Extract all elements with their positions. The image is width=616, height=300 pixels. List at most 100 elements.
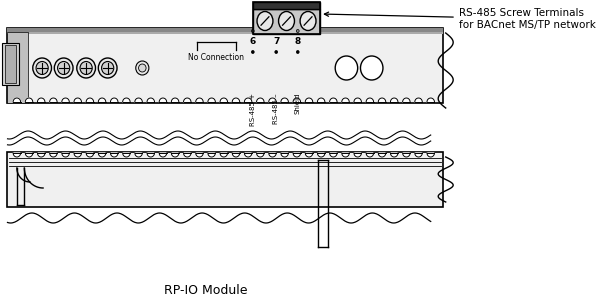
Polygon shape [342,98,349,102]
Text: RS-485 +: RS-485 + [250,93,256,126]
Bar [7,152,443,207]
Polygon shape [427,98,434,102]
Polygon shape [317,98,325,102]
Polygon shape [232,98,240,102]
Polygon shape [220,153,227,157]
Circle shape [296,29,299,32]
Polygon shape [99,98,106,102]
Polygon shape [415,153,423,157]
Polygon shape [378,153,386,157]
Polygon shape [245,153,252,157]
Polygon shape [208,153,216,157]
Polygon shape [403,153,410,157]
Circle shape [77,58,95,78]
Circle shape [80,61,92,74]
Circle shape [251,50,254,53]
Polygon shape [159,98,167,102]
Polygon shape [269,98,276,102]
Polygon shape [256,153,264,157]
Polygon shape [25,98,33,102]
Polygon shape [38,98,45,102]
Circle shape [275,50,278,53]
Text: RS-485 Screw Terminals
for BACnet MS/TP network: RS-485 Screw Terminals for BACnet MS/TP … [325,8,596,30]
Bar [7,32,28,103]
Polygon shape [62,98,69,102]
Polygon shape [245,98,252,102]
Polygon shape [391,153,398,157]
Polygon shape [293,98,301,102]
Polygon shape [281,98,288,102]
Bar [2,43,18,85]
Polygon shape [38,153,45,157]
Bar [5,45,16,83]
Polygon shape [403,98,410,102]
Ellipse shape [257,11,273,31]
Polygon shape [256,98,264,102]
Circle shape [136,61,149,75]
Ellipse shape [278,11,294,31]
Polygon shape [306,153,313,157]
Circle shape [360,56,383,80]
Polygon shape [306,98,313,102]
Bar [7,32,443,34]
Polygon shape [232,153,240,157]
Polygon shape [317,153,325,157]
Circle shape [139,64,146,72]
Polygon shape [391,98,398,102]
Polygon shape [123,153,130,157]
Polygon shape [50,98,57,102]
Text: RS-485 –: RS-485 – [274,93,279,124]
Polygon shape [208,98,216,102]
Circle shape [54,58,73,78]
Polygon shape [147,98,155,102]
Polygon shape [13,98,20,102]
Bar [253,2,320,34]
Polygon shape [196,153,203,157]
Bar [253,9,320,34]
Text: No Connection: No Connection [188,53,245,62]
Polygon shape [74,153,81,157]
Polygon shape [135,153,142,157]
Polygon shape [13,153,20,157]
Polygon shape [415,98,423,102]
Polygon shape [74,98,81,102]
Polygon shape [171,153,179,157]
Polygon shape [110,98,118,102]
Ellipse shape [300,11,316,31]
Circle shape [36,61,48,74]
Bar [253,2,320,9]
Polygon shape [220,98,227,102]
Text: 7: 7 [273,37,280,46]
Polygon shape [86,98,94,102]
Polygon shape [269,153,276,157]
Polygon shape [281,153,288,157]
Polygon shape [184,98,191,102]
Polygon shape [159,153,167,157]
Polygon shape [196,98,203,102]
Polygon shape [62,153,69,157]
Polygon shape [293,153,301,157]
Circle shape [251,29,254,32]
Polygon shape [135,98,142,102]
Polygon shape [171,98,179,102]
Polygon shape [110,153,118,157]
Polygon shape [184,153,191,157]
Bar [7,28,443,32]
Polygon shape [147,153,155,157]
Circle shape [335,56,358,80]
Polygon shape [330,153,337,157]
Polygon shape [366,153,373,157]
Polygon shape [342,153,349,157]
Text: RP-IO Module: RP-IO Module [164,284,248,296]
Polygon shape [427,153,434,157]
Polygon shape [25,153,33,157]
Text: 8: 8 [294,37,301,46]
Polygon shape [378,98,386,102]
Text: Shield: Shield [294,93,301,115]
Polygon shape [50,153,57,157]
Circle shape [33,58,52,78]
Polygon shape [123,98,130,102]
Circle shape [57,61,70,74]
Polygon shape [86,153,94,157]
Circle shape [296,50,299,53]
